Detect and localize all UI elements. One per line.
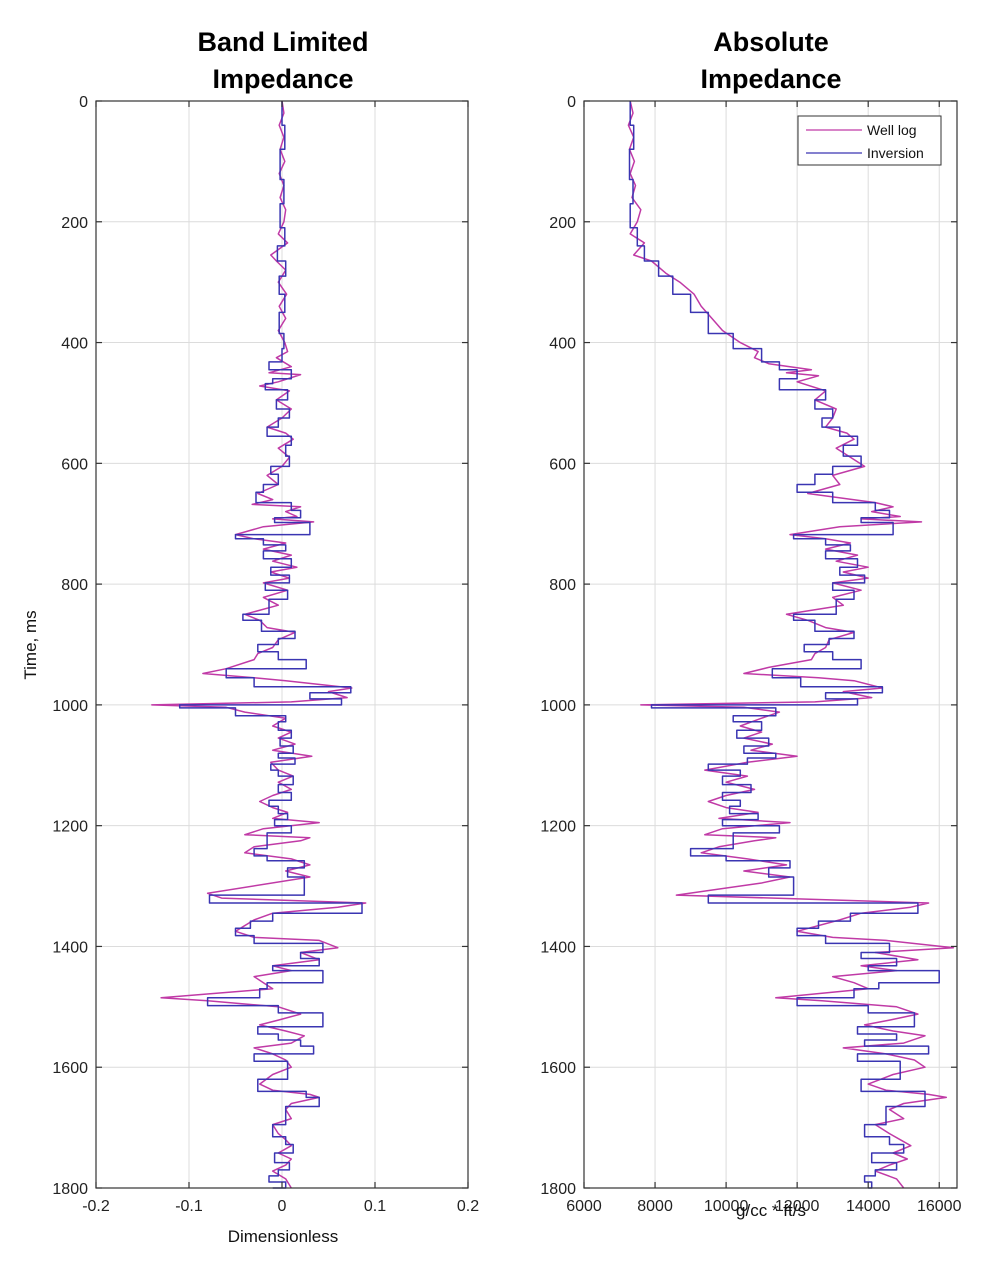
grid — [95, 100, 469, 1189]
y-tick-label: 400 — [61, 336, 88, 353]
y-tick-label: 800 — [549, 577, 576, 594]
ticks: -0.2 -0.1 0 0.1 0.2 0 200 400 600 800 1000 1200 1400… — [52, 94, 479, 1215]
inversion-series-line — [178, 101, 363, 1189]
legend-box — [797, 115, 942, 166]
chart-title-line-1: Absolute — [713, 27, 829, 57]
y-tick-label: 0 — [79, 94, 88, 111]
x-tick-label: 8000 — [637, 1198, 673, 1215]
x-axis-label: g/cc * ft/s — [736, 1201, 806, 1220]
absolute-impedance-chart: Absolute Impedance 6000 8000 10000 12000 140… — [540, 27, 961, 1220]
y-tick-label: 400 — [549, 336, 576, 353]
ticks: 6000 8000 10000 12000 14000 16000 0 200 400 600 80… — [540, 94, 961, 1215]
chart-title-line-1: Band Limited — [197, 27, 368, 57]
y-tick-label: 1800 — [52, 1181, 88, 1198]
legend-label-well-log: Well log — [867, 122, 917, 138]
x-tick-label: -0.1 — [175, 1198, 203, 1215]
x-tick-label: -0.2 — [82, 1198, 110, 1215]
grid — [583, 100, 957, 1189]
y-tick-label: 1000 — [540, 698, 576, 715]
band-limited-impedance-chart: Band Limited Impedance -0.2 -0.1 0 0.1 0.2 0 2… — [21, 27, 479, 1246]
y-tick-label: 1200 — [540, 819, 576, 836]
series-layer — [151, 100, 367, 1189]
x-tick-label: 0.2 — [457, 1198, 479, 1215]
series-layer — [627, 100, 955, 1189]
plot-frame — [583, 100, 958, 1189]
y-tick-label: 1000 — [52, 698, 88, 715]
well-log-series-line — [151, 100, 367, 1189]
y-tick-label: 600 — [549, 456, 576, 473]
x-tick-label: 0 — [278, 1198, 287, 1215]
y-tick-label: 1400 — [540, 939, 576, 956]
y-tick-label: 1600 — [52, 1060, 88, 1077]
y-tick-label: 200 — [61, 215, 88, 232]
x-tick-label: 14000 — [846, 1198, 891, 1215]
legend-label-inversion: Inversion — [867, 145, 924, 161]
x-tick-label: 0.1 — [364, 1198, 386, 1215]
legend: Well log Inversion — [797, 115, 942, 166]
x-tick-label: 12000 — [775, 1198, 820, 1215]
y-tick-label: 1400 — [52, 939, 88, 956]
y-axis-label: Time, ms — [21, 610, 40, 679]
y-tick-label: 0 — [567, 94, 576, 111]
y-tick-label: 200 — [549, 215, 576, 232]
y-tick-label: 1600 — [540, 1060, 576, 1077]
x-tick-label: 6000 — [566, 1198, 602, 1215]
chart-title-line-2: Impedance — [212, 64, 353, 94]
well-log-series-line — [627, 100, 955, 1189]
y-tick-label: 600 — [61, 456, 88, 473]
y-tick-label: 1200 — [52, 819, 88, 836]
y-tick-label: 1800 — [540, 1181, 576, 1198]
y-tick-label: 800 — [61, 577, 88, 594]
chart-title-line-2: Impedance — [700, 64, 841, 94]
x-axis-label: Dimensionless — [228, 1227, 339, 1246]
inversion-series-line — [628, 101, 940, 1189]
x-tick-label: 16000 — [917, 1198, 962, 1215]
x-tick-label: 10000 — [704, 1198, 749, 1215]
